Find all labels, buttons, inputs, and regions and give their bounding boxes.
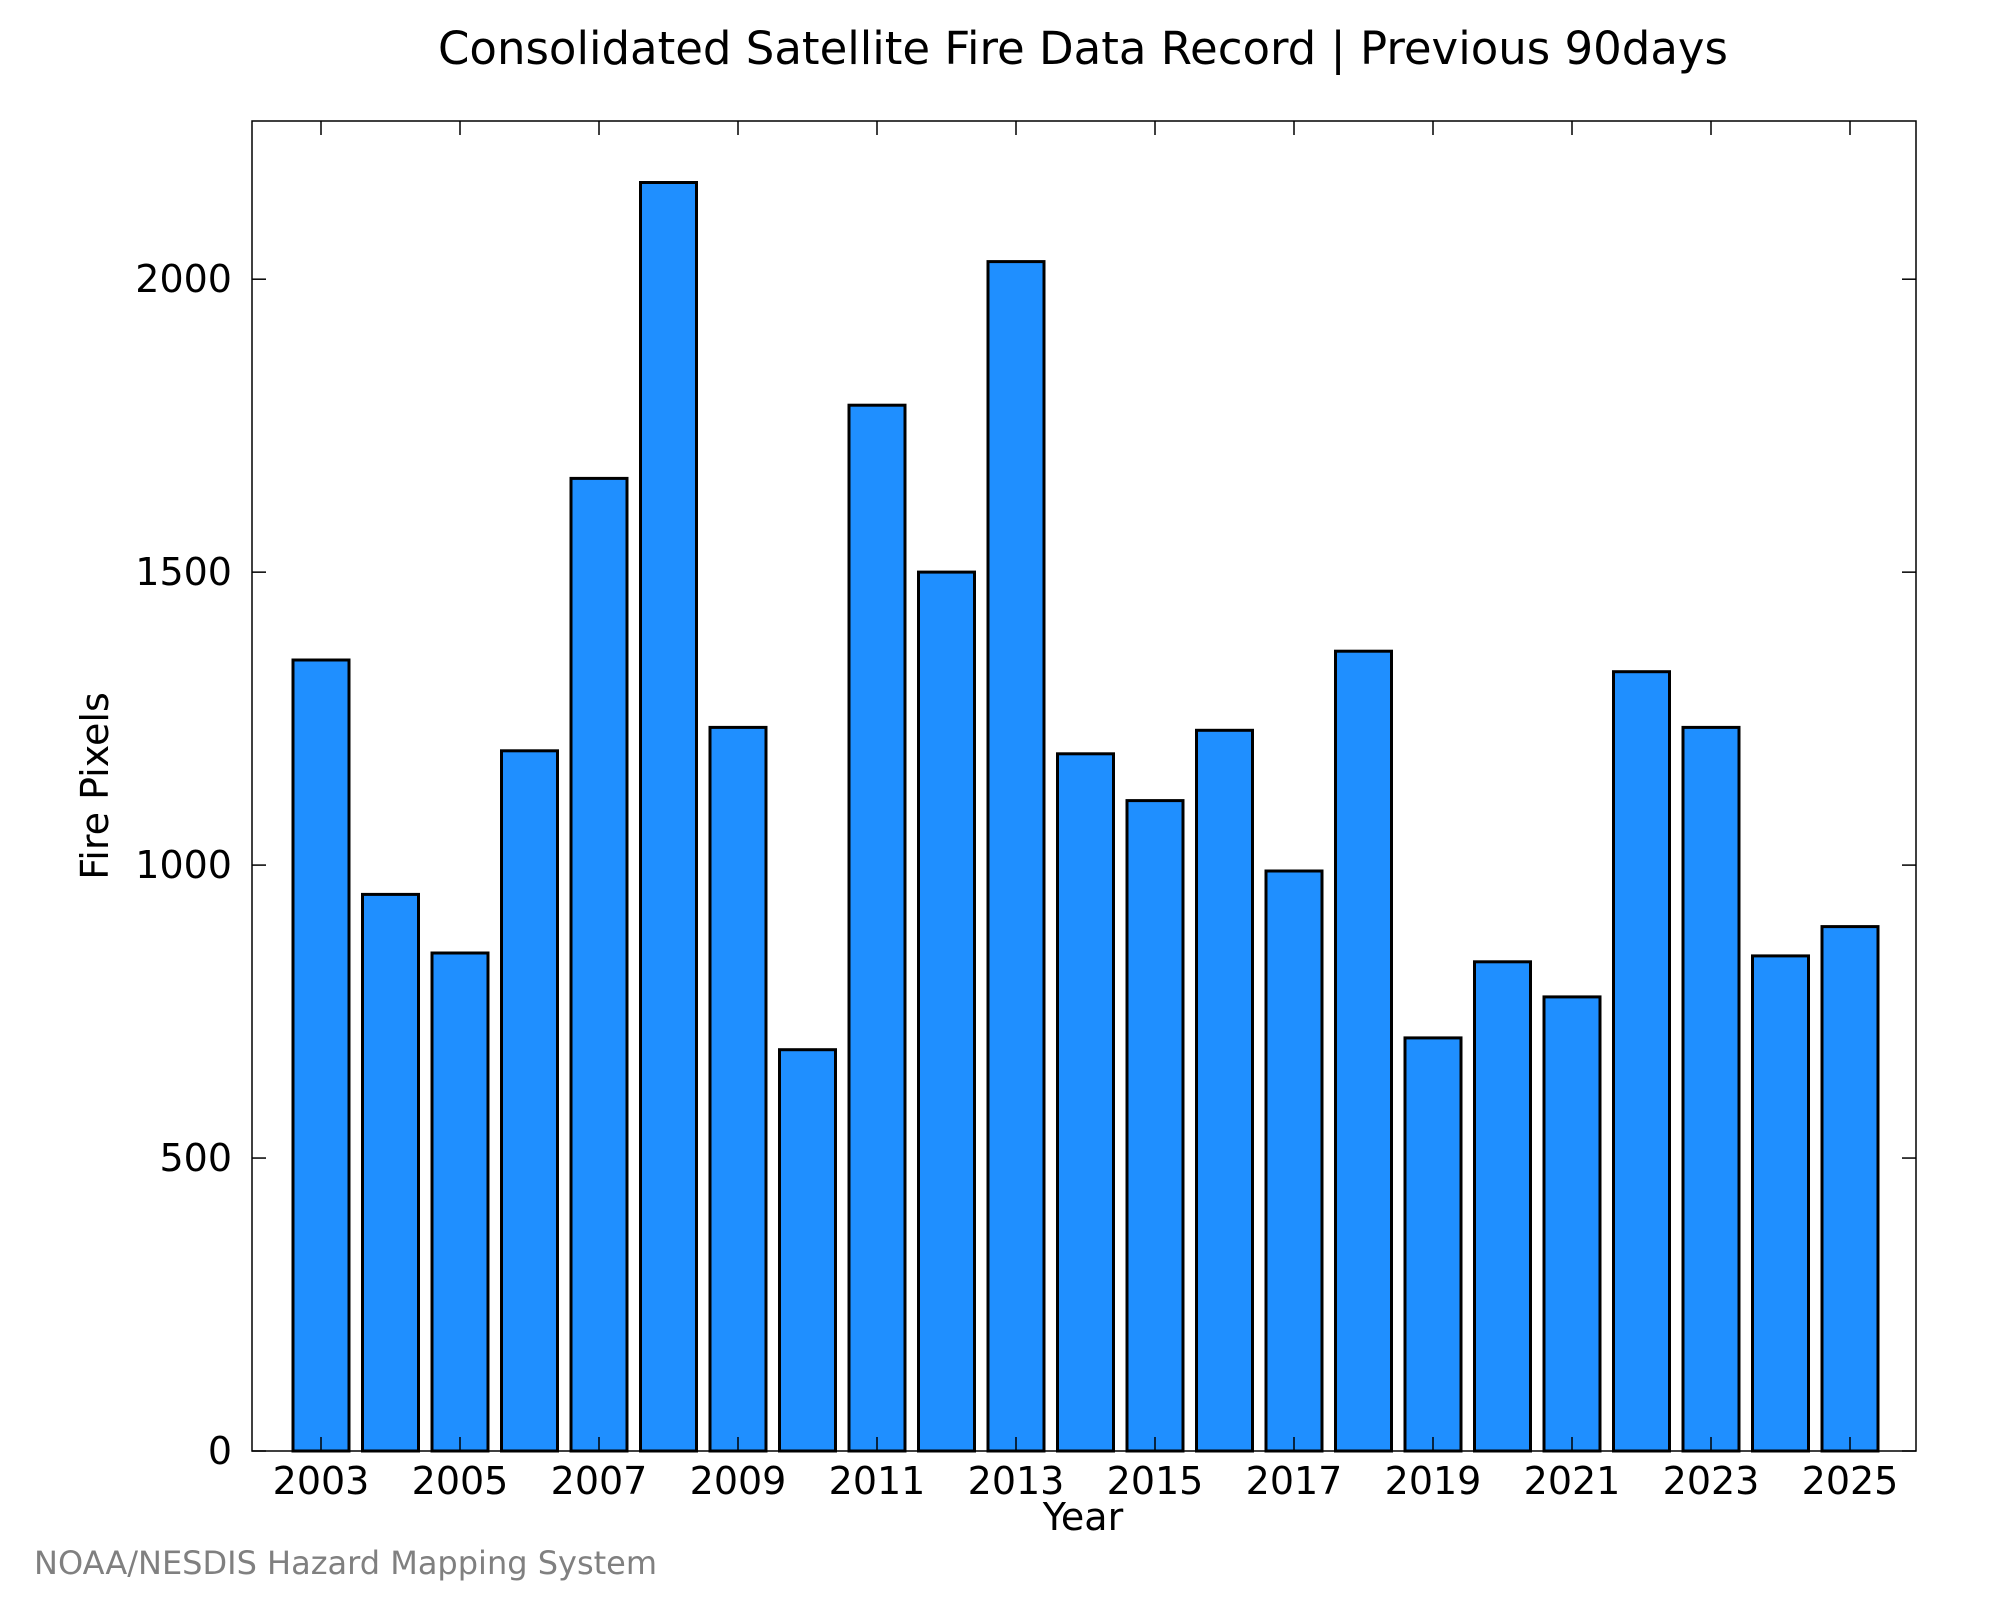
bar-2010 bbox=[778, 1048, 837, 1453]
x-tick-label-2017: 2017 bbox=[1246, 1459, 1343, 1503]
credit-text: NOAA/NESDIS Hazard Mapping System bbox=[34, 1544, 657, 1582]
x-tick-label-2021: 2021 bbox=[1524, 1459, 1621, 1503]
y-tick-label-1500: 1500 bbox=[135, 550, 232, 594]
x-tick-label-2007: 2007 bbox=[551, 1459, 648, 1503]
bar-2011 bbox=[847, 403, 907, 1453]
x-tick-label-2013: 2013 bbox=[968, 1459, 1065, 1503]
bar-2020 bbox=[1473, 960, 1532, 1453]
bar-2016 bbox=[1195, 728, 1254, 1453]
ticks-group: 2003 2005 2007 2009 2011 2013 2015 2017 2019 2021… bbox=[135, 121, 1916, 1503]
bar-2004 bbox=[361, 892, 420, 1453]
bar-2022 bbox=[1612, 670, 1671, 1453]
bar-2007 bbox=[569, 476, 629, 1453]
x-axis-label: Year bbox=[1042, 1495, 1124, 1539]
x-tick-label-2023: 2023 bbox=[1663, 1459, 1760, 1503]
x-tick-label-2011: 2011 bbox=[829, 1459, 926, 1503]
bar-2009 bbox=[708, 725, 768, 1453]
bar-2014 bbox=[1056, 752, 1115, 1453]
bars-group bbox=[291, 181, 1880, 1453]
bar-2024 bbox=[1751, 954, 1810, 1453]
bar-2005 bbox=[430, 951, 490, 1453]
bar-2006 bbox=[500, 749, 559, 1453]
x-tick-label-2015: 2015 bbox=[1107, 1459, 1204, 1503]
x-tick-label-2003: 2003 bbox=[273, 1459, 370, 1503]
bar-2013 bbox=[986, 260, 1046, 1453]
x-tick-label-2009: 2009 bbox=[690, 1459, 787, 1503]
bar-2003 bbox=[291, 658, 351, 1453]
y-tick-label-1000: 1000 bbox=[135, 843, 232, 887]
y-tick-label-2000: 2000 bbox=[135, 257, 232, 301]
chart-title: Consolidated Satellite Fire Data Record … bbox=[438, 22, 1728, 75]
y-axis-label: Fire Pixels bbox=[73, 692, 117, 880]
bar-2021 bbox=[1542, 995, 1602, 1453]
bar-2018 bbox=[1334, 649, 1393, 1453]
x-tick-label-2025: 2025 bbox=[1802, 1459, 1899, 1503]
x-tick-label-2019: 2019 bbox=[1385, 1459, 1482, 1503]
bar-2008 bbox=[639, 181, 698, 1453]
bar-2017 bbox=[1264, 869, 1324, 1453]
bar-2012 bbox=[917, 570, 976, 1453]
bar-2023 bbox=[1681, 725, 1741, 1453]
y-tick-label-500: 500 bbox=[159, 1136, 232, 1180]
y-tick-label-0: 0 bbox=[208, 1429, 232, 1473]
plot-frame bbox=[251, 120, 1917, 1452]
bar-2015 bbox=[1125, 799, 1185, 1453]
x-tick-label-2005: 2005 bbox=[412, 1459, 509, 1503]
bar-2025 bbox=[1820, 925, 1880, 1453]
bar-2019 bbox=[1403, 1036, 1463, 1453]
